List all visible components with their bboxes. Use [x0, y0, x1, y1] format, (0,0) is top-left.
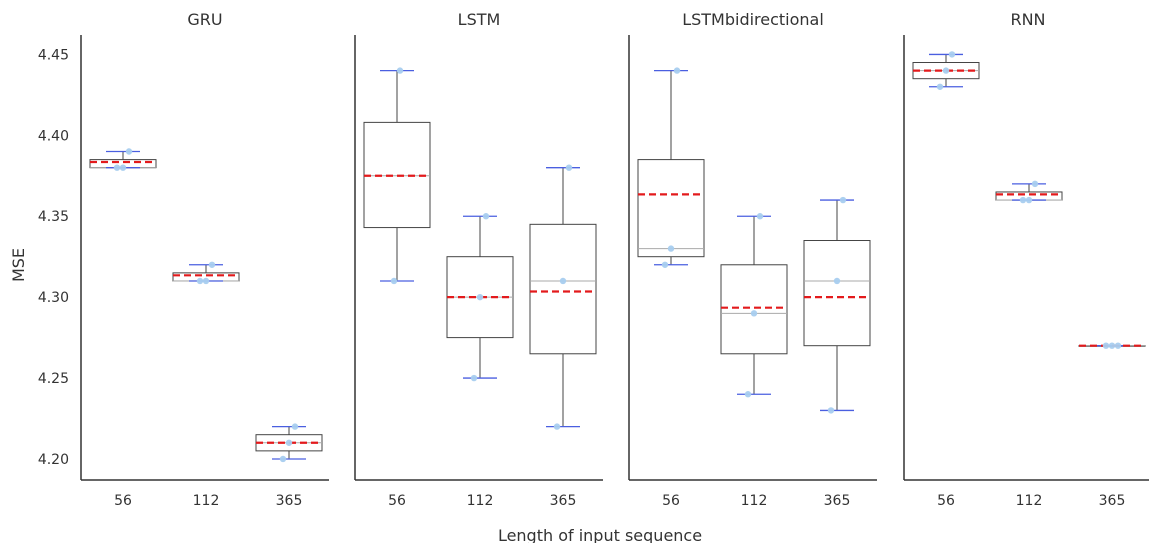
x-tick-label: 56 [114, 493, 132, 509]
data-point [113, 164, 121, 171]
data-point [839, 196, 847, 204]
data-point [1102, 342, 1110, 349]
data-point [1108, 342, 1116, 349]
data-point [125, 148, 133, 155]
data-point [285, 439, 293, 446]
data-point [744, 391, 752, 398]
data-point [1025, 196, 1033, 204]
x-tick-label: 112 [467, 493, 494, 509]
data-point [553, 423, 561, 430]
data-point [279, 455, 287, 463]
box-iqr [720, 264, 788, 355]
box-56 [363, 67, 431, 285]
box-iqr [529, 223, 597, 355]
box-112 [995, 180, 1063, 204]
x-tick-label: 56 [388, 493, 406, 509]
box-365 [1078, 342, 1146, 349]
panel-gru: GRU 4.20 4.25 4.30 4.35 4.40 4.45 56 112 365 [38, 10, 329, 509]
data-point [673, 67, 681, 74]
data-point [833, 277, 841, 285]
y-tick-label: 4.40 [38, 128, 69, 144]
data-point [661, 261, 669, 268]
y-tick-label: 4.30 [38, 290, 69, 306]
panel-rnn: RNN 56 112 365 [903, 10, 1149, 509]
data-point [827, 407, 835, 414]
box-112 [720, 213, 788, 398]
y-tick-label: 4.20 [38, 452, 69, 468]
data-point [396, 67, 404, 74]
x-tick-label: 365 [824, 493, 851, 509]
box-365 [803, 196, 871, 414]
data-point [390, 277, 398, 285]
x-tick-label: 112 [741, 493, 768, 509]
box-112 [172, 261, 240, 285]
x-tick-label: 112 [193, 493, 220, 509]
data-point [936, 83, 944, 90]
data-point [202, 277, 210, 285]
panel-title: LSTM [458, 10, 501, 29]
data-point [750, 310, 758, 317]
data-point [119, 164, 127, 171]
box-365 [255, 423, 323, 463]
data-point [1019, 196, 1027, 204]
data-point [470, 374, 478, 382]
box-365 [529, 164, 597, 430]
data-point [1031, 180, 1039, 188]
x-tick-label: 365 [276, 493, 303, 509]
box-iqr [637, 159, 705, 258]
data-point [1114, 342, 1122, 349]
data-point [565, 164, 573, 171]
x-tick-label: 56 [662, 493, 680, 509]
data-point [476, 293, 484, 301]
x-tick-label: 112 [1016, 493, 1043, 509]
y-tick-label: 4.45 [38, 47, 69, 63]
x-axis-title: Length of input sequence [498, 526, 702, 543]
box-112 [446, 213, 514, 382]
panel-title: RNN [1010, 10, 1045, 29]
panel-title: LSTMbidirectional [682, 10, 824, 29]
data-point [291, 423, 299, 430]
data-point [667, 245, 675, 252]
y-axis-title: MSE [9, 248, 28, 282]
data-point [942, 67, 950, 74]
data-point [559, 277, 567, 285]
data-point [756, 213, 764, 220]
y-tick-label: 4.25 [38, 371, 69, 387]
box-56 [89, 148, 157, 171]
data-point [482, 213, 490, 220]
x-tick-label: 365 [550, 493, 577, 509]
box-56 [912, 51, 980, 90]
panel-lstmbidirectional: LSTMbidirectional 56 112 365 [628, 10, 877, 509]
data-point [196, 277, 204, 285]
data-point [208, 261, 216, 268]
box-iqr [803, 240, 871, 347]
x-tick-label: 56 [937, 493, 955, 509]
panel-lstm: LSTM 56 112 365 [354, 10, 603, 509]
box-56 [637, 67, 705, 268]
x-tick-label: 365 [1099, 493, 1126, 509]
data-point [948, 51, 956, 58]
panels-group: GRU 4.20 4.25 4.30 4.35 4.40 4.45 56 112 365 LSTM 5… [38, 10, 1149, 509]
panel-title: GRU [187, 10, 222, 29]
y-tick-label: 4.35 [38, 209, 69, 225]
